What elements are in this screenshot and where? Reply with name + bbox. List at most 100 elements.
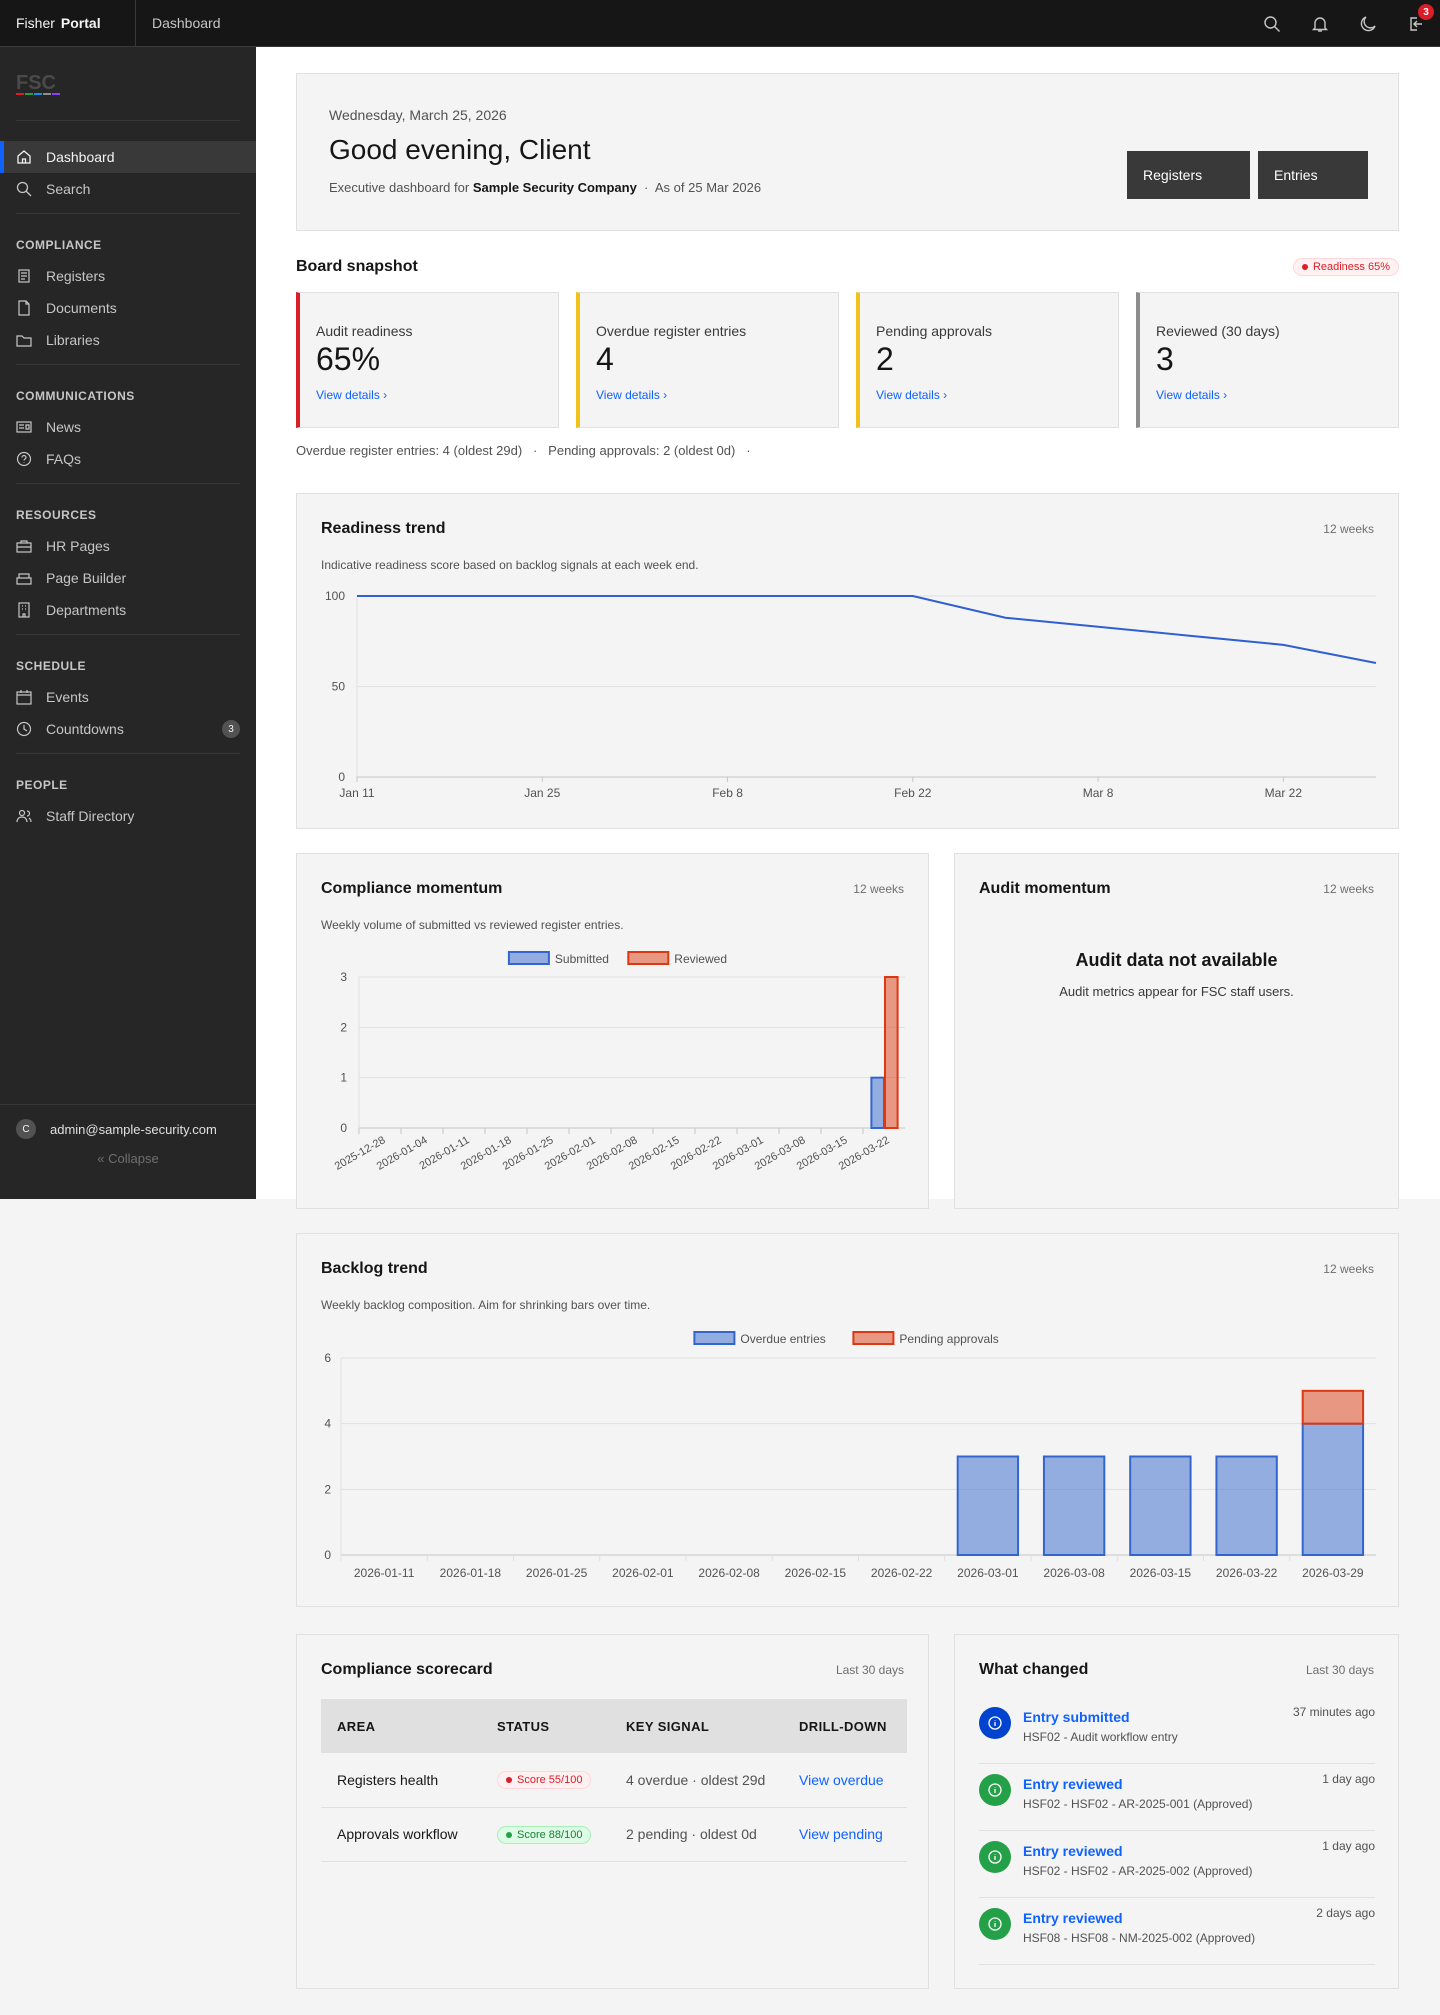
compliance-scorecard-card: Compliance scorecard Last 30 days AREA S… xyxy=(296,1634,929,1989)
list-item: Entry reviewed HSF02 - HSF02 - AR-2025-00… xyxy=(979,1764,1375,1831)
chevron-right-icon: › xyxy=(663,388,668,402)
x-tick-label: 2026-01-18 xyxy=(440,1566,502,1580)
kpi-card: Audit readiness 65% View details › xyxy=(296,292,559,428)
column-header: AREA xyxy=(321,1699,481,1753)
kpi-card: Reviewed (30 days) 3 View details › xyxy=(1136,292,1399,428)
legend-swatch xyxy=(693,1331,736,1345)
y-tick-label: 2 xyxy=(324,1482,331,1496)
fsc-logo: FSC xyxy=(16,71,240,121)
news-icon xyxy=(16,421,32,433)
status-badge: Score 88/100 xyxy=(497,1825,592,1844)
kpi-card: Overdue register entries 4 View details › xyxy=(576,292,839,428)
column-header: STATUS xyxy=(481,1699,610,1753)
legend-swatch xyxy=(507,951,550,965)
entries-button[interactable]: Entries xyxy=(1258,151,1368,199)
scorecard-table: AREA STATUS KEY SIGNAL DRILL-DOWN Regist… xyxy=(321,1699,907,1862)
chevron-right-icon: › xyxy=(943,388,948,402)
y-tick-label: 0 xyxy=(338,770,345,784)
bar-pending-approvals xyxy=(1301,1389,1365,1425)
view-details-link[interactable]: View details › xyxy=(596,388,668,402)
section-title: Board snapshot xyxy=(296,258,418,275)
drill-down-link[interactable]: View pending xyxy=(783,1807,907,1862)
sidebar: FSC Dashboard Search Compliance Registers… xyxy=(0,47,256,1199)
kpi-card: Pending approvals 2 View details › xyxy=(856,292,1119,428)
view-details-link[interactable]: View details › xyxy=(316,388,388,402)
registers-icon xyxy=(18,269,30,283)
view-details-link[interactable]: View details › xyxy=(1156,388,1228,402)
sidebar-section-title: Communications xyxy=(16,389,135,403)
greeting: Good evening, Client xyxy=(329,134,591,165)
notification-badge: 3 xyxy=(1418,4,1434,20)
legend-swatch xyxy=(852,1331,895,1345)
info-icon xyxy=(979,1908,1011,1940)
top-bar: Fisher Portal Dashboard 3 xyxy=(0,0,1440,47)
legend-swatch xyxy=(627,951,670,965)
sidebar-item-search[interactable]: Search xyxy=(0,173,256,205)
page-builder-icon xyxy=(16,573,32,585)
change-title-link[interactable]: Entry submitted xyxy=(1023,1709,1130,1725)
sidebar-item-departments[interactable]: Departments xyxy=(0,594,256,626)
sidebar-item-page-builder[interactable]: Page Builder xyxy=(0,562,256,594)
collapse-button[interactable]: « Collapse xyxy=(97,1151,159,1166)
registers-button[interactable]: Registers xyxy=(1127,151,1250,199)
sidebar-item-dashboard[interactable]: Dashboard xyxy=(0,141,256,173)
y-tick-label: 50 xyxy=(332,680,346,694)
moon-icon[interactable] xyxy=(1344,0,1392,47)
sidebar-item-news[interactable]: News xyxy=(0,411,256,443)
brand[interactable]: Fisher Portal xyxy=(0,0,136,47)
legend-label: Submitted xyxy=(555,952,609,966)
y-tick-label: 100 xyxy=(325,589,345,603)
logout-icon[interactable]: 3 xyxy=(1392,0,1440,47)
sidebar-item-libraries[interactable]: Libraries xyxy=(0,324,256,356)
drill-down-link[interactable]: View overdue xyxy=(783,1753,907,1808)
x-tick-label: 2026-01-25 xyxy=(526,1566,588,1580)
y-tick-label: 4 xyxy=(324,1417,331,1431)
events-icon xyxy=(16,690,32,705)
search-icon xyxy=(16,181,32,197)
change-title-link[interactable]: Entry reviewed xyxy=(1023,1776,1123,1792)
sidebar-item-registers[interactable]: Registers xyxy=(0,260,256,292)
x-tick-label: Jan 25 xyxy=(524,786,560,800)
current-date: Wednesday, March 25, 2026 xyxy=(329,107,507,123)
bar-overdue-entries xyxy=(956,1455,1020,1556)
change-title-link[interactable]: Entry reviewed xyxy=(1023,1843,1123,1859)
search-icon[interactable] xyxy=(1248,0,1296,47)
svg-text:FSC: FSC xyxy=(16,72,56,94)
readiness-line-chart: 0 50 100 Jan 11 Jan 25 Feb 8 Feb 22 Mar 8 Mar 22 xyxy=(325,589,1377,800)
x-tick-label: 2026-01-11 xyxy=(354,1566,415,1580)
readiness-line xyxy=(357,595,1377,664)
change-title-link[interactable]: Entry reviewed xyxy=(1023,1910,1123,1926)
sidebar-section-title: Resources xyxy=(16,508,97,522)
header-subtitle: Executive dashboard for Sample Security … xyxy=(329,180,762,195)
y-tick-label: 0 xyxy=(324,1548,331,1562)
welcome-header: Wednesday, March 25, 2026 Good evening, … xyxy=(296,73,1399,231)
momentum-bar-chart: Submitted Reviewed01232025-12-282026-01-0… xyxy=(333,951,905,1173)
what-changed-card: What changed Last 30 days Entry submitte… xyxy=(954,1634,1399,1989)
sidebar-item-events[interactable]: Events xyxy=(0,681,256,713)
backlog-bar-chart: Overdue entries Pending approvals 0 2 4 6 2026… xyxy=(324,1331,1376,1580)
legend-label: Overdue entries xyxy=(740,1332,825,1346)
staff-directory-icon xyxy=(16,809,32,823)
list-item: Entry submitted HSF02 - Audit workflow en… xyxy=(979,1697,1375,1764)
x-tick-label: 2026-02-01 xyxy=(612,1566,674,1580)
sidebar-item-countdowns[interactable]: Countdowns 3 xyxy=(0,713,256,745)
sidebar-item-faqs[interactable]: FAQs xyxy=(0,443,256,475)
documents-icon xyxy=(18,300,30,316)
sidebar-item-hr-pages[interactable]: HR Pages xyxy=(0,530,256,562)
sidebar-item-staff-directory[interactable]: Staff Directory xyxy=(0,800,256,832)
sidebar-item-documents[interactable]: Documents xyxy=(0,292,256,324)
notification-icon[interactable] xyxy=(1296,0,1344,47)
x-tick-label: 2026-02-22 xyxy=(871,1566,933,1580)
view-details-link[interactable]: View details › xyxy=(876,388,948,402)
x-tick-label: Mar 22 xyxy=(1265,786,1303,800)
count-badge: 3 xyxy=(222,720,240,738)
home-icon xyxy=(17,150,31,164)
table-row: Approvals workflow Score 88/100 2 pending … xyxy=(321,1807,907,1862)
readiness-badge: Readiness 65% xyxy=(1292,258,1399,276)
empty-state-text: Audit metrics appear for FSC staff users… xyxy=(1059,984,1294,999)
empty-state-title: Audit data not available xyxy=(1075,950,1278,970)
chevron-right-icon: › xyxy=(383,388,388,402)
sidebar-section-title: Schedule xyxy=(16,659,87,673)
bar-reviewed xyxy=(884,976,899,1129)
